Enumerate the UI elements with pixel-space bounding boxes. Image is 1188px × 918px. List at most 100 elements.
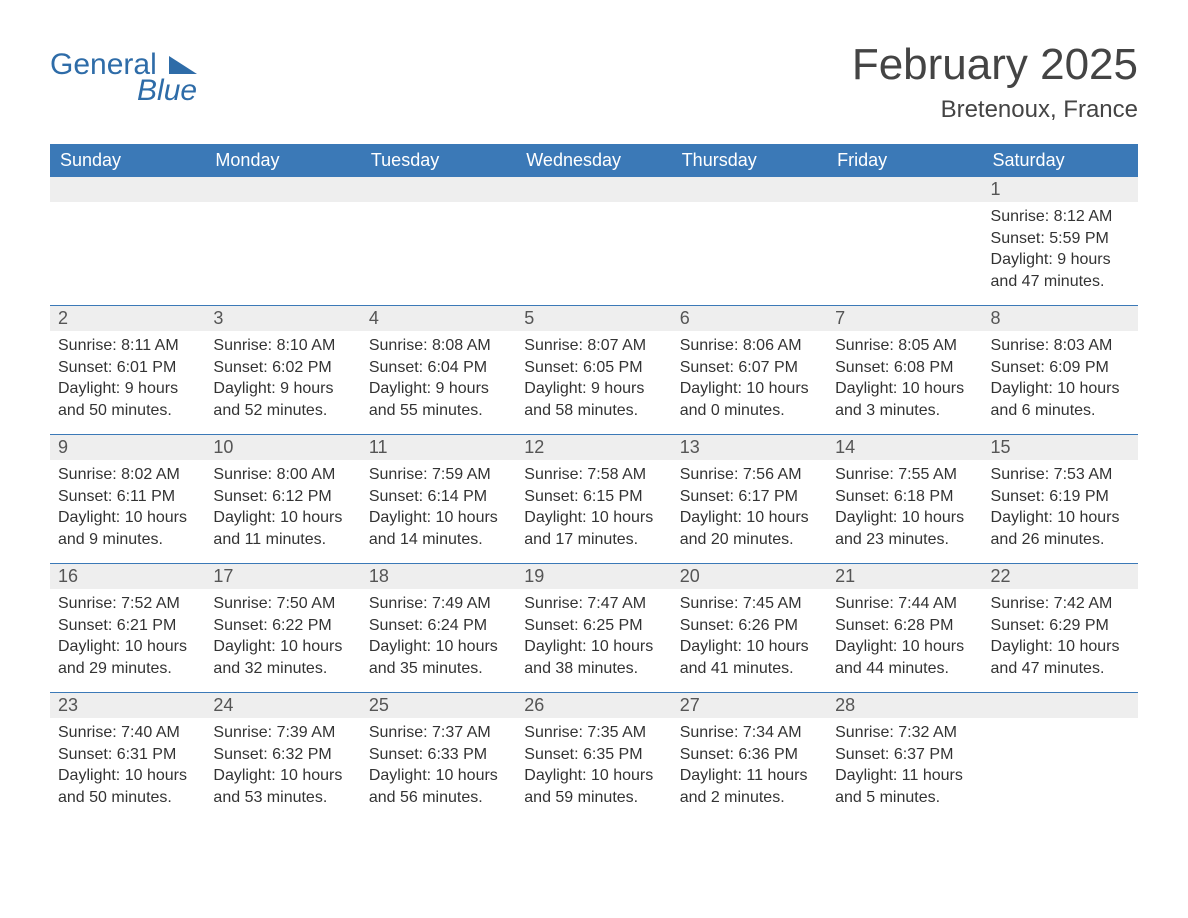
day-body: Sunrise: 7:45 AMSunset: 6:26 PMDaylight:… <box>672 589 827 689</box>
day-cell: 18Sunrise: 7:49 AMSunset: 6:24 PMDayligh… <box>361 564 516 692</box>
day-number: 17 <box>205 564 360 589</box>
daylight-line: Daylight: 10 hours and 38 minutes. <box>524 636 663 679</box>
day-number <box>361 177 516 202</box>
day-number: 11 <box>361 435 516 460</box>
day-body <box>516 202 671 216</box>
sunrise-line: Sunrise: 8:07 AM <box>524 335 663 357</box>
day-body <box>983 718 1138 732</box>
sunrise-line: Sunrise: 7:59 AM <box>369 464 508 486</box>
day-cell: 9Sunrise: 8:02 AMSunset: 6:11 PMDaylight… <box>50 435 205 563</box>
day-body: Sunrise: 7:40 AMSunset: 6:31 PMDaylight:… <box>50 718 205 818</box>
dow-cell: Wednesday <box>516 144 671 177</box>
sunset-line: Sunset: 6:29 PM <box>991 615 1130 637</box>
day-body: Sunrise: 8:08 AMSunset: 6:04 PMDaylight:… <box>361 331 516 431</box>
day-cell: 26Sunrise: 7:35 AMSunset: 6:35 PMDayligh… <box>516 693 671 821</box>
sunset-line: Sunset: 6:17 PM <box>680 486 819 508</box>
day-body <box>827 202 982 216</box>
day-cell: 14Sunrise: 7:55 AMSunset: 6:18 PMDayligh… <box>827 435 982 563</box>
sunset-line: Sunset: 6:35 PM <box>524 744 663 766</box>
day-number: 6 <box>672 306 827 331</box>
day-body: Sunrise: 7:35 AMSunset: 6:35 PMDaylight:… <box>516 718 671 818</box>
sunset-line: Sunset: 6:18 PM <box>835 486 974 508</box>
day-body: Sunrise: 7:56 AMSunset: 6:17 PMDaylight:… <box>672 460 827 560</box>
day-cell <box>361 177 516 305</box>
day-number: 26 <box>516 693 671 718</box>
page: General Blue February 2025 Bretenoux, Fr… <box>0 0 1188 871</box>
sunset-line: Sunset: 6:04 PM <box>369 357 508 379</box>
day-number: 25 <box>361 693 516 718</box>
sunset-line: Sunset: 6:05 PM <box>524 357 663 379</box>
day-body: Sunrise: 7:32 AMSunset: 6:37 PMDaylight:… <box>827 718 982 818</box>
daylight-line: Daylight: 10 hours and 53 minutes. <box>213 765 352 808</box>
week-row: 9Sunrise: 8:02 AMSunset: 6:11 PMDaylight… <box>50 435 1138 563</box>
sunset-line: Sunset: 6:14 PM <box>369 486 508 508</box>
day-number: 13 <box>672 435 827 460</box>
week-row: 1Sunrise: 8:12 AMSunset: 5:59 PMDaylight… <box>50 177 1138 305</box>
day-body: Sunrise: 8:12 AMSunset: 5:59 PMDaylight:… <box>983 202 1138 302</box>
day-cell: 13Sunrise: 7:56 AMSunset: 6:17 PMDayligh… <box>672 435 827 563</box>
day-cell: 21Sunrise: 7:44 AMSunset: 6:28 PMDayligh… <box>827 564 982 692</box>
daylight-line: Daylight: 10 hours and 3 minutes. <box>835 378 974 421</box>
day-body: Sunrise: 7:39 AMSunset: 6:32 PMDaylight:… <box>205 718 360 818</box>
logo: General Blue <box>50 40 197 106</box>
daylight-line: Daylight: 10 hours and 35 minutes. <box>369 636 508 679</box>
calendar: SundayMondayTuesdayWednesdayThursdayFrid… <box>50 144 1138 821</box>
day-number <box>516 177 671 202</box>
day-cell: 16Sunrise: 7:52 AMSunset: 6:21 PMDayligh… <box>50 564 205 692</box>
sunset-line: Sunset: 6:26 PM <box>680 615 819 637</box>
week-row: 2Sunrise: 8:11 AMSunset: 6:01 PMDaylight… <box>50 306 1138 434</box>
dow-cell: Saturday <box>983 144 1138 177</box>
day-number: 5 <box>516 306 671 331</box>
daylight-line: Daylight: 10 hours and 14 minutes. <box>369 507 508 550</box>
day-number: 19 <box>516 564 671 589</box>
day-number: 8 <box>983 306 1138 331</box>
day-number: 18 <box>361 564 516 589</box>
sunrise-line: Sunrise: 7:40 AM <box>58 722 197 744</box>
daylight-line: Daylight: 9 hours and 58 minutes. <box>524 378 663 421</box>
week-row: 23Sunrise: 7:40 AMSunset: 6:31 PMDayligh… <box>50 693 1138 821</box>
day-number: 22 <box>983 564 1138 589</box>
daylight-line: Daylight: 10 hours and 11 minutes. <box>213 507 352 550</box>
sunrise-line: Sunrise: 7:55 AM <box>835 464 974 486</box>
day-body: Sunrise: 8:10 AMSunset: 6:02 PMDaylight:… <box>205 331 360 431</box>
dow-row: SundayMondayTuesdayWednesdayThursdayFrid… <box>50 144 1138 177</box>
day-body: Sunrise: 7:53 AMSunset: 6:19 PMDaylight:… <box>983 460 1138 560</box>
day-body: Sunrise: 7:49 AMSunset: 6:24 PMDaylight:… <box>361 589 516 689</box>
header: General Blue February 2025 Bretenoux, Fr… <box>50 40 1138 134</box>
daylight-line: Daylight: 11 hours and 5 minutes. <box>835 765 974 808</box>
sunset-line: Sunset: 6:31 PM <box>58 744 197 766</box>
dow-cell: Friday <box>827 144 982 177</box>
daylight-line: Daylight: 10 hours and 9 minutes. <box>58 507 197 550</box>
day-number: 23 <box>50 693 205 718</box>
day-number: 12 <box>516 435 671 460</box>
day-cell: 1Sunrise: 8:12 AMSunset: 5:59 PMDaylight… <box>983 177 1138 305</box>
sunrise-line: Sunrise: 7:44 AM <box>835 593 974 615</box>
daylight-line: Daylight: 9 hours and 52 minutes. <box>213 378 352 421</box>
sunrise-line: Sunrise: 8:03 AM <box>991 335 1130 357</box>
day-cell <box>672 177 827 305</box>
daylight-line: Daylight: 10 hours and 59 minutes. <box>524 765 663 808</box>
day-number: 27 <box>672 693 827 718</box>
day-body <box>672 202 827 216</box>
sunset-line: Sunset: 6:32 PM <box>213 744 352 766</box>
sunrise-line: Sunrise: 7:39 AM <box>213 722 352 744</box>
day-cell: 12Sunrise: 7:58 AMSunset: 6:15 PMDayligh… <box>516 435 671 563</box>
daylight-line: Daylight: 9 hours and 47 minutes. <box>991 249 1130 292</box>
sunrise-line: Sunrise: 7:49 AM <box>369 593 508 615</box>
daylight-line: Daylight: 10 hours and 26 minutes. <box>991 507 1130 550</box>
sunset-line: Sunset: 6:08 PM <box>835 357 974 379</box>
logo-triangle-icon <box>169 56 197 74</box>
day-body: Sunrise: 7:37 AMSunset: 6:33 PMDaylight:… <box>361 718 516 818</box>
daylight-line: Daylight: 10 hours and 20 minutes. <box>680 507 819 550</box>
day-body: Sunrise: 8:02 AMSunset: 6:11 PMDaylight:… <box>50 460 205 560</box>
dow-cell: Tuesday <box>361 144 516 177</box>
day-cell: 24Sunrise: 7:39 AMSunset: 6:32 PMDayligh… <box>205 693 360 821</box>
day-number <box>672 177 827 202</box>
daylight-line: Daylight: 10 hours and 56 minutes. <box>369 765 508 808</box>
sunset-line: Sunset: 6:25 PM <box>524 615 663 637</box>
day-number <box>50 177 205 202</box>
day-body <box>361 202 516 216</box>
day-number: 3 <box>205 306 360 331</box>
sunset-line: Sunset: 6:01 PM <box>58 357 197 379</box>
day-cell <box>50 177 205 305</box>
